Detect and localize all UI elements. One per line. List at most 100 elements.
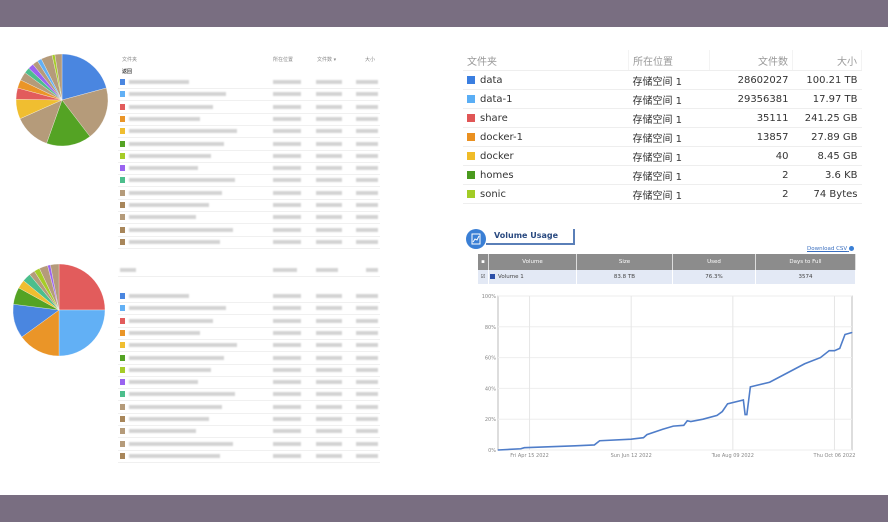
folder-name[interactable]: data xyxy=(480,74,503,86)
folder-row[interactable]: homes 存储空间 1 2 3.6 KB xyxy=(463,165,862,185)
folder-location: 存储空间 1 xyxy=(628,70,710,90)
pie-slice[interactable] xyxy=(61,87,109,137)
download-csv-label[interactable]: Download CSV xyxy=(807,246,848,252)
folder-color-swatch xyxy=(120,366,125,373)
blurred-list-item[interactable] xyxy=(118,88,380,102)
folder-color-swatch xyxy=(120,428,125,435)
back-link[interactable]: 返回 xyxy=(122,69,133,75)
blurred-list-header xyxy=(118,264,380,277)
folder-size: 3.6 KB xyxy=(792,165,862,185)
blurred-list-item[interactable] xyxy=(118,302,380,316)
x-tick-label: Thu Oct 06 2022 xyxy=(813,453,856,459)
blurred-list-item[interactable] xyxy=(118,162,380,176)
folder-row[interactable]: docker-1 存储空间 1 13857 27.89 GB xyxy=(463,127,862,147)
volume-usage-chart: 0% 20% 40% 60% 80% 100% Fri Apr 15 2022 Sun Jun… xyxy=(482,294,856,459)
download-icon[interactable] xyxy=(848,246,854,251)
folder-row[interactable]: data 存储空间 1 28602027 100.21 TB xyxy=(463,70,862,90)
data-point xyxy=(702,418,704,420)
blurred-list-item[interactable] xyxy=(118,211,380,225)
blurred-list-item[interactable] xyxy=(118,174,380,188)
folder-color-swatch xyxy=(120,379,125,386)
data-point xyxy=(828,350,830,352)
col-count[interactable]: 文件数 xyxy=(709,50,793,71)
data-point xyxy=(497,449,499,451)
blurred-list-item[interactable] xyxy=(118,352,380,365)
data-point xyxy=(769,381,771,383)
blurred-list-item[interactable] xyxy=(118,125,380,139)
folder-color-swatch xyxy=(120,152,125,159)
blurred-list-item[interactable] xyxy=(118,425,380,439)
blurred-list-item[interactable] xyxy=(118,224,380,237)
y-tick-label: 40% xyxy=(485,386,496,392)
data-point xyxy=(804,363,806,365)
download-csv-link[interactable]: Download CSV xyxy=(807,246,854,252)
x-tick-label: Fri Apr 15 2022 xyxy=(510,453,548,459)
blurred-list-item[interactable] xyxy=(118,450,380,463)
folder-color-swatch xyxy=(120,452,125,459)
folder-color-swatch xyxy=(120,115,125,122)
col-size: Size xyxy=(576,254,673,270)
col-folder[interactable]: 文件夹 xyxy=(463,50,629,71)
blurred-list-item[interactable] xyxy=(118,327,380,340)
pie-slice[interactable] xyxy=(50,263,60,311)
pie-slice[interactable] xyxy=(54,53,63,101)
pie-slice[interactable] xyxy=(46,99,91,147)
blurred-list-item[interactable] xyxy=(118,150,380,163)
data-point xyxy=(630,438,632,440)
data-point xyxy=(833,350,835,352)
volume-checkbox[interactable]: ☑ xyxy=(478,270,489,284)
folder-name[interactable]: data-1 xyxy=(480,93,513,105)
folder-row[interactable]: sonic 存储空间 1 2 74 Bytes xyxy=(463,184,862,204)
folder-row[interactable]: docker 存储空间 1 40 8.45 GB xyxy=(463,146,862,166)
blurred-list-item[interactable] xyxy=(118,339,380,353)
header-count[interactable]: 文件数 ▾ xyxy=(317,57,337,63)
folder-color-swatch xyxy=(467,75,475,84)
folder-location: 存储空间 1 xyxy=(628,127,710,147)
col-size[interactable]: 大小 xyxy=(792,50,862,71)
volume-row[interactable]: ☑ Volume 1 83.8 TB 76.3% 3574 xyxy=(478,270,856,284)
folder-location: 存储空间 1 xyxy=(628,89,710,109)
blurred-list-item[interactable] xyxy=(118,364,380,377)
blurred-list-item[interactable] xyxy=(118,376,380,390)
folder-count: 28602027 xyxy=(709,70,793,90)
folder-color-swatch xyxy=(120,91,125,98)
folder-location: 存储空间 1 xyxy=(628,184,710,204)
folder-name[interactable]: docker xyxy=(480,150,514,162)
data-point xyxy=(642,437,644,439)
folder-color-swatch xyxy=(467,94,475,103)
blurred-list-item[interactable] xyxy=(118,290,380,303)
blurred-list-item[interactable] xyxy=(118,438,380,451)
folder-size: 74 Bytes xyxy=(792,184,862,204)
blurred-list-item[interactable] xyxy=(118,236,380,249)
folder-name[interactable]: share xyxy=(480,112,508,124)
blurred-list-item[interactable] xyxy=(118,76,380,89)
blurred-list-item[interactable] xyxy=(118,401,380,414)
data-point xyxy=(672,425,674,427)
data-point xyxy=(727,403,729,405)
blurred-list-item[interactable] xyxy=(118,138,380,151)
folder-name[interactable]: docker-1 xyxy=(480,131,523,143)
folder-color-swatch xyxy=(467,113,475,122)
pie-slice[interactable] xyxy=(61,53,107,101)
blurred-list-item[interactable] xyxy=(118,101,380,114)
data-point xyxy=(646,434,648,436)
blurred-list-item[interactable] xyxy=(118,113,380,126)
folder-name[interactable]: homes xyxy=(480,169,514,181)
y-tick-label: 80% xyxy=(485,325,496,331)
pie-slice[interactable] xyxy=(58,263,106,311)
blurred-list-item[interactable] xyxy=(118,388,380,402)
blurred-list-item[interactable] xyxy=(118,413,380,426)
pie-slice[interactable] xyxy=(58,309,106,357)
folder-row[interactable]: share 存储空间 1 35111 241.25 GB xyxy=(463,108,862,128)
data-point xyxy=(662,428,664,430)
data-point xyxy=(574,445,576,447)
folder-size: 241.25 GB xyxy=(792,108,862,128)
select-all-checkbox[interactable]: ▪ xyxy=(478,254,489,270)
folder-name[interactable]: sonic xyxy=(480,188,506,200)
folder-row[interactable]: data-1 存储空间 1 29356381 17.97 TB xyxy=(463,89,862,109)
blurred-list-item[interactable] xyxy=(118,315,380,328)
blurred-list-item[interactable] xyxy=(118,199,380,212)
folder-color-swatch xyxy=(467,151,475,160)
col-location[interactable]: 所在位置 xyxy=(628,50,710,71)
blurred-list-item[interactable] xyxy=(118,187,380,200)
